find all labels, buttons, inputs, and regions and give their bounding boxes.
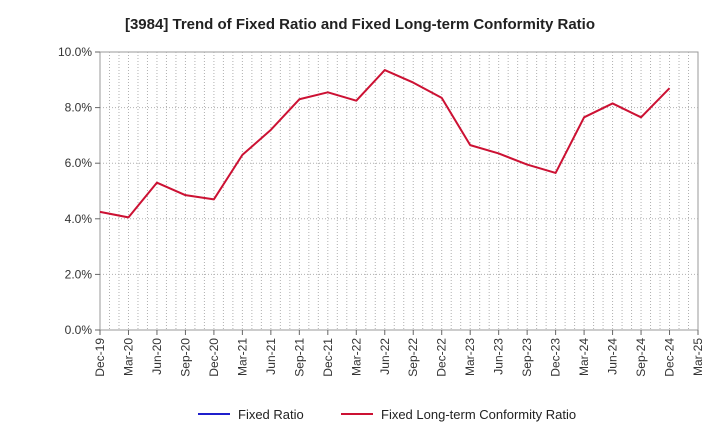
grid-lines [100,52,698,330]
x-tick-label: Jun-20 [150,338,164,375]
x-axis-ticks: Dec-19 Mar-20 Jun-20 Sep-20 Dec-20 Mar-21 Jun-… [93,330,705,377]
x-tick-label: Mar-21 [235,338,249,376]
legend-label: Fixed Long-term Conformity Ratio [381,407,576,422]
y-tick-label: 10.0% [58,45,92,59]
legend-label: Fixed Ratio [238,407,304,422]
x-tick-label: Sep-23 [520,338,534,377]
x-tick-label: Dec-19 [93,338,107,377]
y-tick-label: 8.0% [65,101,93,115]
x-tick-label: Mar-22 [349,338,363,376]
x-tick-label: Sep-20 [178,338,192,377]
x-tick-label: Dec-21 [321,338,335,377]
series-line-1 [99,69,671,219]
chart-title: [3984] Trend of Fixed Ratio and Fixed Lo… [124,16,596,33]
y-tick-label: 0.0% [65,323,93,337]
x-tick-label: Sep-22 [406,338,420,377]
y-axis-ticks: 0.0% 2.0% 4.0% 6.0% 8.0% 10.0% [58,45,100,337]
plot-area [99,51,699,331]
legend: Fixed Ratio Fixed Long-term Conformity Ra… [198,407,576,422]
x-tick-label: Dec-23 [549,338,563,377]
x-tick-label: Jun-21 [264,338,278,375]
x-tick-label: Mar-23 [463,338,477,376]
x-tick-label: Jun-24 [606,338,620,375]
x-tick-label: Dec-22 [435,338,449,377]
x-tick-label: Dec-20 [207,338,221,377]
y-tick-label: 4.0% [65,212,93,226]
series-lines [99,69,671,219]
x-tick-label: Mar-24 [577,338,591,376]
x-tick-label: Sep-21 [292,338,306,377]
y-tick-label: 6.0% [65,156,93,170]
x-tick-label: Jun-23 [492,338,506,375]
x-tick-label: Dec-24 [663,338,677,377]
x-tick-label: Sep-24 [634,338,648,377]
x-tick-label: Mar-20 [121,338,135,376]
x-tick-label: Mar-25 [691,338,705,376]
x-tick-label: Jun-22 [378,338,392,375]
y-tick-label: 2.0% [65,267,93,281]
